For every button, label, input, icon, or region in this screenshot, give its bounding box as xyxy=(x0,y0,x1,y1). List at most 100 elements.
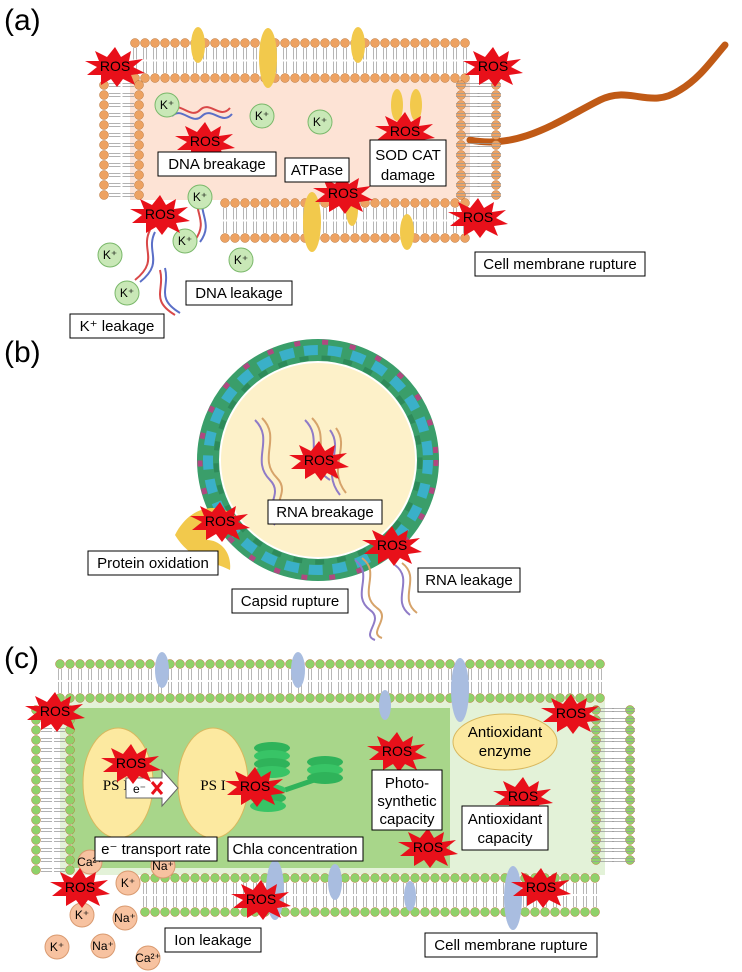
svg-text:ROS: ROS xyxy=(413,839,443,855)
label-transport-rate: e⁻ transport rate xyxy=(94,836,218,862)
svg-text:K⁺ leakage: K⁺ leakage xyxy=(80,318,155,335)
label-atpase: ATPase xyxy=(284,157,350,183)
ros-burst: ROS xyxy=(541,694,601,734)
panel-a: (a) K⁺ xyxy=(4,4,729,339)
k-ion: K⁺ xyxy=(307,109,333,135)
svg-text:K⁺: K⁺ xyxy=(313,115,327,129)
svg-text:RNA breakage: RNA breakage xyxy=(276,504,374,521)
panel-b-label: (b) xyxy=(4,336,41,369)
svg-text:capacity: capacity xyxy=(379,811,435,828)
svg-text:ROS: ROS xyxy=(240,778,270,794)
svg-text:ROS: ROS xyxy=(478,58,508,74)
ros-burst: ROS xyxy=(85,47,145,87)
k-ion: K⁺ xyxy=(115,870,141,896)
ros-burst: ROS xyxy=(493,777,553,817)
svg-text:K⁺: K⁺ xyxy=(234,253,248,267)
k-ion: K⁺ xyxy=(228,247,254,273)
flagellum xyxy=(466,41,729,146)
k-ion: K⁺ xyxy=(114,280,140,306)
svg-text:ATPase: ATPase xyxy=(291,162,343,179)
ros-burst: ROS xyxy=(398,828,458,868)
membrane-proteins xyxy=(191,27,422,252)
svg-text:K⁺: K⁺ xyxy=(120,286,134,300)
svg-text:damage: damage xyxy=(381,167,435,184)
svg-text:Chla concentration: Chla concentration xyxy=(232,841,357,858)
svg-text:K⁺: K⁺ xyxy=(103,248,117,262)
svg-text:Na⁺: Na⁺ xyxy=(152,859,174,873)
svg-text:K⁺: K⁺ xyxy=(121,876,135,890)
svg-text:Na⁺: Na⁺ xyxy=(92,939,114,953)
panel-c: (c) PS II PS I e⁻ xyxy=(4,642,635,971)
ros-burst: ROS xyxy=(289,441,349,481)
label-capsid-rupture: Capsid rupture xyxy=(231,588,349,614)
label-rna-breakage: RNA breakage xyxy=(267,499,383,525)
svg-text:ROS: ROS xyxy=(382,743,412,759)
svg-text:Antioxidant: Antioxidant xyxy=(468,811,543,828)
ros-burst: ROS xyxy=(313,174,373,214)
k-ion: K⁺ xyxy=(187,184,213,210)
svg-text:ROS: ROS xyxy=(556,705,586,721)
ros-burst: ROS xyxy=(463,47,523,87)
svg-text:ROS: ROS xyxy=(190,133,220,149)
ros-burst: ROS xyxy=(448,198,508,238)
panel-a-label: (a) xyxy=(4,4,41,37)
label-cell-membrane-rupture-c: Cell membrane rupture xyxy=(424,932,598,958)
k-ion: K⁺ xyxy=(97,242,123,268)
label-dna-leakage: DNA leakage xyxy=(185,280,293,306)
svg-text:ROS: ROS xyxy=(145,206,175,222)
panel-b: (b) ROS ROS xyxy=(4,336,521,641)
label-cell-membrane-rupture-a: Cell membrane rupture xyxy=(474,251,646,277)
k-ion: K⁺ xyxy=(69,902,95,928)
svg-text:ROS: ROS xyxy=(377,537,407,553)
ros-burst: ROS xyxy=(130,195,190,235)
svg-text:K⁺: K⁺ xyxy=(75,908,89,922)
label-antioxidant-capacity: Antioxidant capacity xyxy=(461,805,549,851)
svg-text:K⁺: K⁺ xyxy=(50,940,64,954)
k-ion: K⁺ xyxy=(172,228,198,254)
svg-text:ROS: ROS xyxy=(304,452,334,468)
antioxidant-enzyme: Antioxidant enzyme xyxy=(452,713,558,771)
svg-text:Na⁺: Na⁺ xyxy=(114,911,136,925)
ros-burst: ROS xyxy=(231,880,291,920)
svg-text:PS I: PS I xyxy=(200,778,225,794)
svg-text:K⁺: K⁺ xyxy=(178,234,192,248)
ros-burst: ROS xyxy=(25,692,85,732)
svg-text:DNA leakage: DNA leakage xyxy=(195,285,283,302)
label-sod-cat-damage: SOD CAT damage xyxy=(369,139,447,187)
svg-text:DNA breakage: DNA breakage xyxy=(168,156,266,173)
ros-burst: ROS xyxy=(50,868,110,908)
svg-text:SOD CAT: SOD CAT xyxy=(375,147,441,164)
svg-text:ROS: ROS xyxy=(463,209,493,225)
svg-text:Ca²⁺: Ca²⁺ xyxy=(135,951,161,965)
svg-text:ROS: ROS xyxy=(65,879,95,895)
svg-text:ROS: ROS xyxy=(508,788,538,804)
svg-text:K⁺: K⁺ xyxy=(160,98,174,112)
potassium-ions: K⁺ K⁺ K⁺ K⁺ K⁺ K⁺ K⁺ K⁺ xyxy=(97,92,333,306)
ros-burst: ROS xyxy=(190,502,250,542)
svg-text:Ion leakage: Ion leakage xyxy=(174,932,252,949)
label-ion-leakage: Ion leakage xyxy=(164,927,262,953)
svg-text:Cell membrane rupture: Cell membrane rupture xyxy=(434,937,587,954)
label-chla-concentration: Chla concentration xyxy=(227,836,364,862)
svg-text:ROS: ROS xyxy=(40,703,70,719)
ros-burst: ROS xyxy=(367,732,427,772)
svg-text:synthetic: synthetic xyxy=(377,793,437,810)
svg-text:capacity: capacity xyxy=(477,830,533,847)
svg-text:Photo-: Photo- xyxy=(385,775,429,792)
label-k-leakage: K⁺ leakage xyxy=(69,313,165,339)
svg-text:Antioxidant: Antioxidant xyxy=(468,724,543,741)
svg-text:ROS: ROS xyxy=(328,185,358,201)
svg-text:K⁺: K⁺ xyxy=(255,109,269,123)
k-ion: K⁺ xyxy=(44,934,70,960)
svg-text:e⁻ transport rate: e⁻ transport rate xyxy=(101,841,211,858)
svg-text:ROS: ROS xyxy=(246,891,276,907)
ros-burst: ROS xyxy=(225,767,285,807)
panel-c-label: (c) xyxy=(4,642,39,675)
ros-bursts-c: ROS ROS ROS ROS ROS ROS ROS ROS ROS ROS xyxy=(25,692,601,920)
k-ion: K⁺ xyxy=(154,92,180,118)
ros-burst: ROS xyxy=(511,868,571,908)
ros-burst: ROS xyxy=(175,122,235,162)
svg-text:enzyme: enzyme xyxy=(479,743,532,760)
